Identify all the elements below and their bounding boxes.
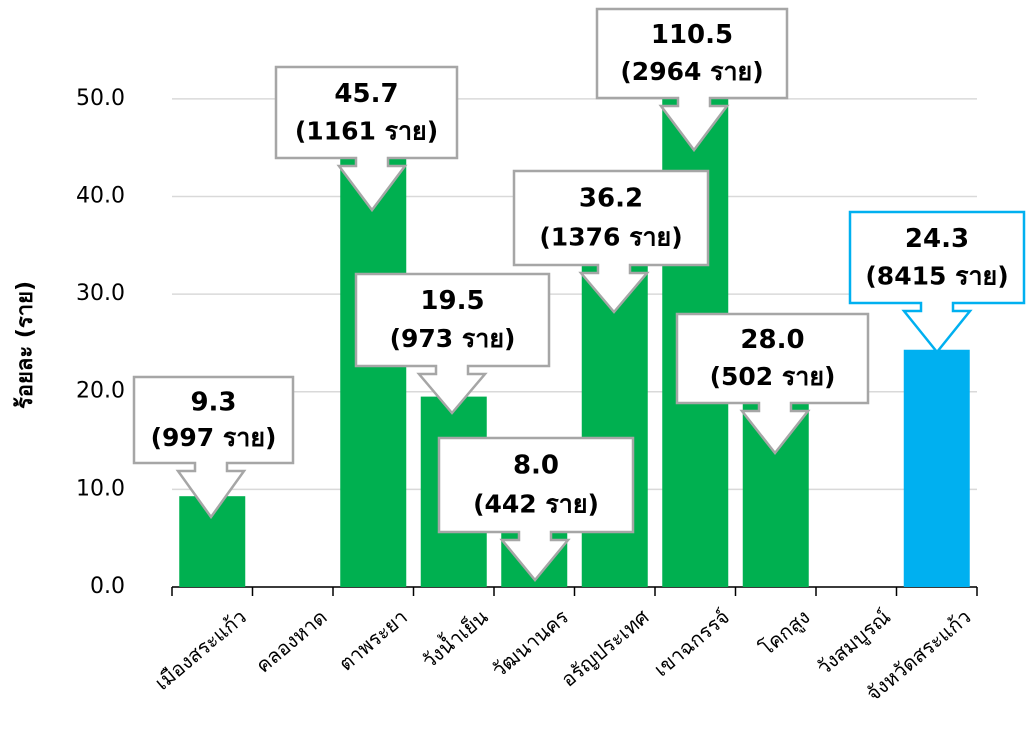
y-tick-label: 10.0	[76, 476, 125, 501]
callout	[675, 312, 870, 456]
callout	[848, 210, 1026, 354]
callout	[274, 65, 459, 213]
value-label: 24.3	[905, 224, 969, 254]
x-tick-label: โคกสูง	[754, 605, 815, 662]
count-label: (1161 ราย)	[295, 117, 438, 146]
value-label: 9.3	[190, 387, 236, 417]
y-tick-label: 40.0	[76, 183, 125, 208]
y-tick-label: 30.0	[76, 281, 125, 306]
value-label: 8.0	[513, 451, 559, 481]
y-axis-title: ร้อยละ (ราย)	[13, 281, 38, 409]
y-tick-label: 0.0	[90, 574, 125, 599]
count-label: (502 ราย)	[710, 362, 836, 391]
y-tick-label: 20.0	[76, 379, 125, 404]
x-tick-label: เมืองสระแก้ว	[150, 605, 251, 695]
count-label: (8415 ราย)	[865, 262, 1008, 291]
callout	[132, 375, 295, 520]
value-label: 28.0	[740, 325, 804, 355]
value-label: 110.5	[651, 20, 733, 50]
x-tick-label: วังน้ำเย็น	[416, 603, 493, 673]
y-tick-label: 50.0	[76, 86, 125, 111]
value-label: 45.7	[334, 79, 398, 109]
x-tick-label: อรัญประเทศ	[556, 604, 653, 691]
callout	[354, 272, 551, 415]
x-tick-label: คลองหาด	[251, 605, 331, 678]
count-label: (997 ราย)	[151, 423, 277, 452]
bar	[903, 349, 970, 587]
value-label: 36.2	[579, 184, 643, 214]
plot-area	[179, 40, 970, 588]
count-label: (973 ราย)	[390, 324, 516, 353]
callout	[437, 436, 635, 582]
count-label: (2964 ราย)	[620, 57, 763, 86]
count-label: (1376 ราย)	[539, 223, 682, 252]
value-label: 19.5	[420, 286, 484, 316]
callout	[595, 7, 789, 153]
x-tick-label: เขาฉกรรจ์	[649, 605, 734, 682]
callout	[512, 169, 710, 314]
x-tick-label: ตาพระยา	[334, 605, 412, 676]
count-label: (442 ราย)	[473, 490, 599, 519]
